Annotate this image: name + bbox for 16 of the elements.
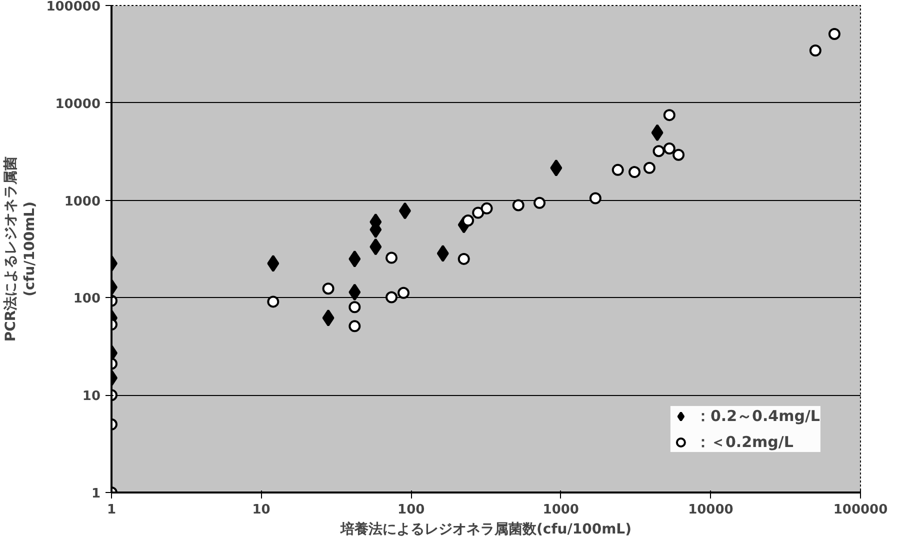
- x-tick-label: 1: [106, 502, 116, 518]
- x-axis-title: 培養法によるレジオネラ属菌数(cfu/100mL): [340, 520, 632, 538]
- legend-label: ：＜0.2mg/L: [695, 432, 794, 452]
- y-tick-label: 100000: [46, 0, 101, 14]
- x-tick-label: 10000: [688, 502, 734, 518]
- y-tick-label: 1: [91, 486, 100, 502]
- y-tick-label: 10000: [55, 96, 101, 112]
- y-tick-label: 100: [73, 292, 101, 307]
- x-tick-label: 100: [398, 502, 425, 518]
- x-tick-label: 1000: [542, 502, 579, 518]
- y-tick-label: 1000: [64, 194, 101, 210]
- x-tick-label: 10: [252, 502, 270, 518]
- x-tick-label: 100000: [833, 502, 888, 518]
- y-axis-title: PCR法によるレジオネラ属菌 (cfu/100mL): [3, 156, 38, 342]
- legend-label: ：0.2～0.4mg/L: [695, 406, 820, 426]
- y-tick-label: 10: [82, 389, 101, 404]
